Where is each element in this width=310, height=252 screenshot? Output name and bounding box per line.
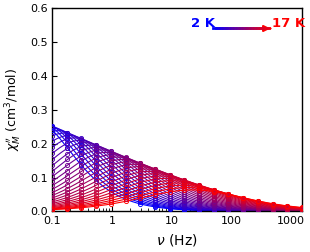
X-axis label: $\nu$ (Hz): $\nu$ (Hz)	[156, 232, 198, 248]
Y-axis label: $\chi_M''$ (cm$^3$/mol): $\chi_M''$ (cm$^3$/mol)	[4, 68, 24, 151]
Text: 17 K: 17 K	[272, 17, 305, 30]
Text: 2 K: 2 K	[191, 17, 215, 30]
